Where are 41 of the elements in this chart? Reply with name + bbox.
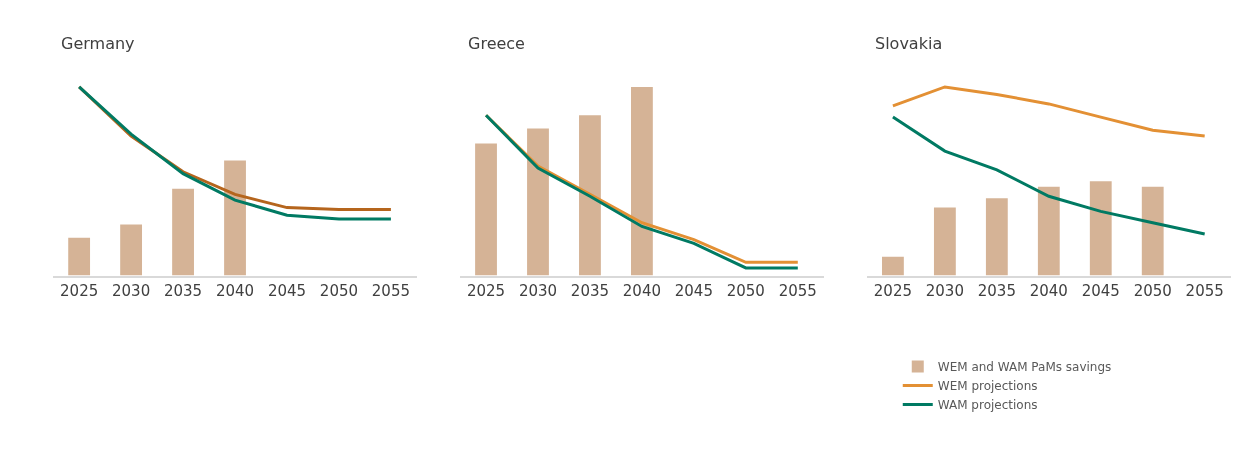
legend-label: WEM projections — [937, 379, 1038, 394]
x-tick-label: 2045 — [267, 281, 307, 300]
x-tick-label: 2050 — [1133, 281, 1172, 300]
bar — [120, 224, 143, 276]
chart-title: Germany — [61, 34, 135, 53]
bar — [172, 188, 194, 276]
bar — [527, 128, 549, 276]
x-tick-label: 2050 — [319, 281, 359, 300]
x-tick-label: 2035 — [163, 281, 203, 300]
x-tick-label: 2040 — [215, 281, 255, 300]
x-tick-label: 2040 — [622, 281, 662, 300]
x-tick-label: 2030 — [518, 281, 558, 300]
bar — [475, 143, 497, 276]
bar — [1141, 186, 1164, 276]
x-tick-label: 2055 — [371, 281, 410, 300]
x-tick-label: 2045 — [674, 281, 713, 300]
x-tick-label: 2040 — [1029, 281, 1068, 300]
legend-label: WEM and WAM PaMs savings — [937, 360, 1112, 375]
x-tick-label: 2045 — [1081, 281, 1120, 300]
x-tick-label: 2055 — [1185, 281, 1224, 300]
bar — [1037, 186, 1060, 276]
bar — [1089, 181, 1112, 276]
chart-title: Slovakia — [875, 34, 943, 53]
x-tick-label: 2030 — [112, 281, 151, 300]
bar — [68, 237, 91, 276]
bar — [579, 115, 601, 276]
x-tick-label: 2055 — [778, 281, 817, 300]
legend-label: WAM projections — [937, 398, 1038, 413]
x-tick-label: 2025 — [60, 281, 99, 300]
x-tick-label: 2025 — [466, 281, 506, 300]
bar — [631, 86, 653, 276]
chart-title: Greece — [468, 34, 525, 53]
bar — [224, 160, 246, 276]
bar — [933, 207, 956, 276]
bar — [882, 256, 904, 276]
x-tick-label: 2050 — [726, 281, 765, 300]
bar — [985, 198, 1008, 276]
x-tick-label: 2030 — [925, 281, 964, 300]
x-tick-label: 2025 — [873, 281, 913, 300]
x-tick-label: 2035 — [570, 281, 610, 300]
x-tick-label: 2035 — [977, 281, 1016, 300]
